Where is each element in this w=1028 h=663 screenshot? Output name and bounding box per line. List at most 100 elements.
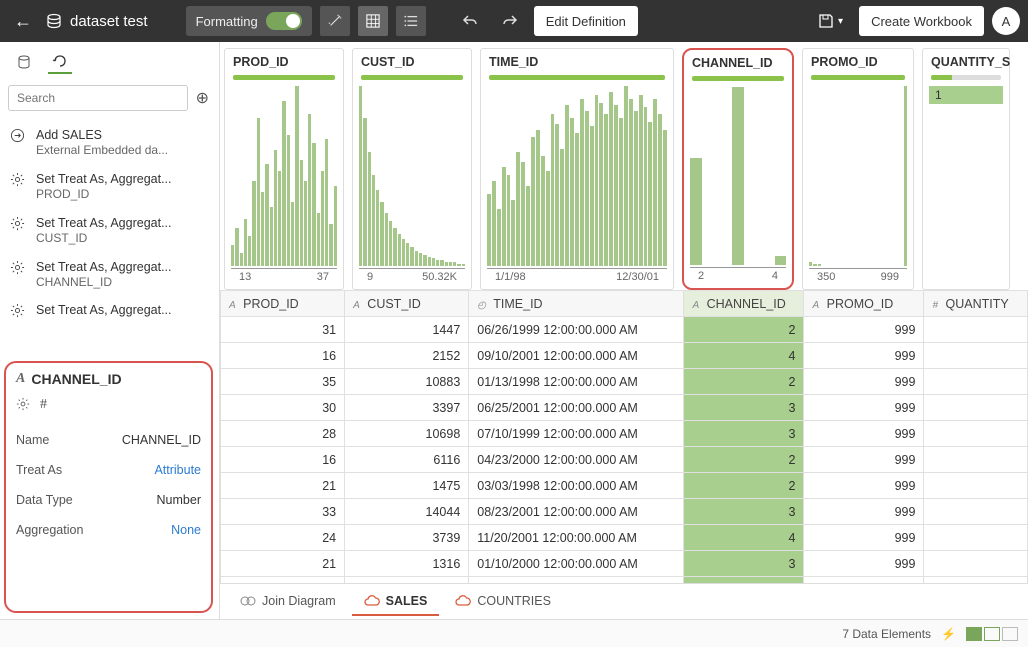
footer-bolt-icon[interactable]: ⚡ [941, 627, 956, 641]
table-cell: 08/23/2001 12:00:00.000 AM [469, 499, 684, 525]
table-header-prod_id[interactable]: A PROD_ID [221, 291, 345, 317]
column-card-prod_id[interactable]: PROD_ID 1337 [224, 48, 344, 290]
table-cell [924, 447, 1028, 473]
property-value[interactable]: None [171, 523, 201, 537]
table-cell [924, 577, 1028, 584]
pane-right-icon[interactable] [1002, 627, 1018, 641]
add-step-icon[interactable]: ⊕ [194, 86, 211, 110]
undo-icon[interactable] [454, 6, 486, 36]
property-row: NameCHANNEL_ID [16, 425, 201, 455]
table-cell: 2 [684, 369, 804, 395]
table-cell: 3 [684, 551, 804, 577]
search-input[interactable] [8, 85, 188, 111]
table-cell: 04/23/2000 12:00:00.000 AM [469, 447, 684, 473]
table-cell: 01/10/2000 12:00:00.000 AM [469, 551, 684, 577]
property-value: Number [157, 493, 201, 507]
table-row[interactable]: 24373911/20/2001 12:00:00.000 AM4999 [221, 525, 1028, 551]
table-row[interactable]: 331404408/23/2001 12:00:00.000 AM3999 [221, 499, 1028, 525]
table-cell: 3739 [345, 525, 469, 551]
table-row[interactable]: 16611604/23/2000 12:00:00.000 AM2999 [221, 447, 1028, 473]
bottom-tab-countries[interactable]: COUNTRIES [443, 588, 563, 616]
column-card-time_id[interactable]: TIME_ID1/1/9812/30/01 [480, 48, 674, 290]
formatting-toggle[interactable] [266, 12, 302, 30]
footer-status: 7 Data Elements [842, 627, 931, 641]
table-header-cust_id[interactable]: A CUST_ID [345, 291, 469, 317]
table-row[interactable]: 281069807/10/1999 12:00:00.000 AM3999 [221, 421, 1028, 447]
column-card-promo_id[interactable]: PROMO_ID350999 [802, 48, 914, 290]
table-row[interactable]: 35238702/02/2000 12:00:00.000 AM3999 [221, 577, 1028, 584]
table-cell: 10698 [345, 421, 469, 447]
table-cell: 3 [684, 499, 804, 525]
column-header: TIME_ID [481, 49, 673, 73]
table-cell: 28 [221, 421, 345, 447]
table-header-quantity[interactable]: # QUANTITY [924, 291, 1028, 317]
back-arrow-icon[interactable]: ← [8, 7, 38, 36]
column-card-cust_id[interactable]: CUST_ID950.32K [352, 48, 472, 290]
pane-mid-icon[interactable] [984, 627, 1000, 641]
table-row[interactable]: 30339706/25/2001 12:00:00.000 AM3999 [221, 395, 1028, 421]
column-header: CUST_ID [353, 49, 471, 73]
step-item[interactable]: Set Treat As, Aggregat...CUST_ID [0, 209, 219, 253]
bottom-tab-bar: Join DiagramSALESCOUNTRIES [220, 583, 1028, 619]
table-cell: 999 [804, 551, 924, 577]
step-item[interactable]: Set Treat As, Aggregat...CHANNEL_ID [0, 253, 219, 297]
edit-definition-button[interactable]: Edit Definition [534, 6, 638, 36]
table-cell [924, 343, 1028, 369]
wand-icon[interactable] [320, 6, 350, 36]
table-header-time_id[interactable]: ◴ TIME_ID [469, 291, 684, 317]
table-row[interactable]: 31144706/26/1999 12:00:00.000 AM2999 [221, 317, 1028, 343]
step-item[interactable]: Set Treat As, Aggregat...PROD_ID [0, 165, 219, 209]
table-cell: 09/10/2001 12:00:00.000 AM [469, 343, 684, 369]
bottom-tab-join-diagram[interactable]: Join Diagram [228, 588, 348, 616]
join-icon [240, 594, 256, 608]
property-title: A CHANNEL_ID [16, 371, 201, 387]
table-cell [924, 395, 1028, 421]
table-header-channel_id[interactable]: A CHANNEL_ID [684, 291, 804, 317]
table-row[interactable]: 21147503/03/1998 12:00:00.000 AM2999 [221, 473, 1028, 499]
step-item[interactable]: Set Treat As, Aggregat... [0, 296, 219, 324]
step-item[interactable]: Add SALESExternal Embedded da... [0, 121, 219, 165]
property-hash-icon[interactable]: # [40, 397, 47, 413]
column-axis: 1337 [231, 268, 337, 289]
column-card-channel_id[interactable]: CHANNEL_ID24 [682, 48, 794, 290]
table-view-icon[interactable] [358, 6, 388, 36]
gear-icon [10, 172, 28, 187]
type-indicator-icon: A [353, 300, 360, 311]
sidebar-tab-data-icon[interactable] [12, 50, 36, 74]
property-value[interactable]: Attribute [154, 463, 201, 477]
table-cell [924, 473, 1028, 499]
table-row[interactable]: 16215209/10/2001 12:00:00.000 AM4999 [221, 343, 1028, 369]
data-table-wrap[interactable]: A PROD_IDA CUST_ID◴ TIME_IDA CHANNEL_IDA… [220, 290, 1028, 583]
table-row[interactable]: 351088301/13/1998 12:00:00.000 AM2999 [221, 369, 1028, 395]
sidebar-tab-steps-icon[interactable] [48, 50, 72, 74]
step-text: Set Treat As, Aggregat...CHANNEL_ID [36, 259, 172, 291]
table-cell: 6116 [345, 447, 469, 473]
column-histogram [684, 87, 792, 267]
list-view-icon[interactable] [396, 6, 426, 36]
table-cell: 31 [221, 317, 345, 343]
bottom-tab-sales[interactable]: SALES [352, 588, 440, 616]
table-header-promo_id[interactable]: A PROMO_ID [804, 291, 924, 317]
redo-icon[interactable] [494, 6, 526, 36]
column-card-quantity_s[interactable]: QUANTITY_S1 [922, 48, 1010, 290]
table-cell: 16 [221, 447, 345, 473]
content-area: PROD_ID 1337 CUST_ID950.32KTIME_ID1/1/9812… [220, 42, 1028, 619]
table-cell [924, 421, 1028, 447]
table-cell: 3 [684, 395, 804, 421]
step-text: Add SALESExternal Embedded da... [36, 127, 168, 159]
attribute-type-icon: A [16, 371, 25, 387]
column-header: PROD_ID [225, 49, 343, 73]
table-cell: 21 [221, 473, 345, 499]
table-cell: 999 [804, 447, 924, 473]
user-avatar[interactable]: A [992, 7, 1020, 35]
table-cell: 33 [221, 499, 345, 525]
property-gear-icon[interactable] [16, 397, 30, 413]
gear-icon [10, 260, 28, 275]
create-workbook-button[interactable]: Create Workbook [859, 6, 984, 36]
pane-left-icon[interactable] [966, 627, 982, 641]
layout-panes [966, 627, 1018, 641]
dataset-icon [46, 13, 62, 29]
table-row[interactable]: 21131601/10/2000 12:00:00.000 AM3999 [221, 551, 1028, 577]
save-menu-icon[interactable]: ▾ [810, 6, 851, 36]
type-indicator-icon: A [812, 300, 819, 311]
